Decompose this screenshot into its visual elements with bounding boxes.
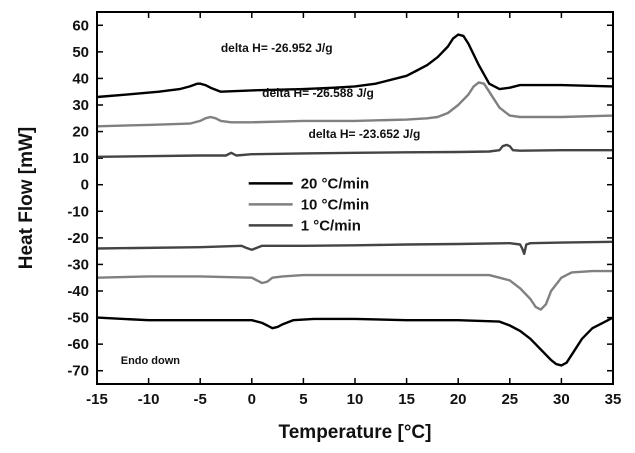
y-tick-label: -10: [67, 203, 89, 220]
plot-frame: [96, 11, 614, 385]
y-tick-label: -20: [67, 230, 89, 247]
x-tick-label: 35: [605, 391, 622, 408]
y-tick-label: 60: [72, 17, 89, 34]
legend-label: 20 °C/min: [301, 175, 370, 192]
series-line-0-1: [96, 316, 614, 367]
y-tick-label: 10: [72, 150, 89, 167]
x-tick-label: -5: [194, 391, 207, 408]
endo-note: Endo down: [121, 355, 181, 367]
x-tick-label: 5: [299, 391, 307, 408]
label-layer: -15 -10 -5 0 5 10 15 20 25 30 356050403020100-10-2…: [67, 17, 621, 408]
series-line-2-1: [96, 240, 614, 255]
y-tick-label: -30: [67, 256, 89, 273]
y-tick-label: 40: [72, 70, 89, 87]
x-axis-title: Temperature [°C]: [279, 422, 432, 443]
x-tick-label: 0: [248, 391, 256, 408]
y-tick-label: -50: [67, 310, 89, 327]
series-line-1-1: [96, 269, 613, 311]
x-tick-label: 10: [347, 391, 364, 408]
y-tick-label: -70: [67, 363, 89, 380]
x-tick-label: -15: [86, 391, 108, 408]
series-layer: [96, 33, 614, 367]
series-line-2-0: [96, 143, 613, 158]
annotation-layer: delta H= -26.952 J/g delta H= -26.588 J/g…: [221, 41, 420, 141]
x-tick-label: 15: [398, 391, 415, 408]
x-tick-label: -10: [138, 391, 160, 408]
y-tick-label: 0: [81, 177, 89, 194]
delta-h-annotation: delta H= -26.952 J/g: [221, 41, 333, 55]
x-tick-label: 30: [553, 391, 570, 408]
y-tick-label: 50: [72, 44, 89, 61]
series-line-0-0: [96, 33, 614, 99]
series-line-1-0: [96, 81, 614, 128]
y-tick-label: -40: [67, 283, 89, 300]
x-tick-label: 25: [501, 391, 518, 408]
legend-label: 1 °C/min: [301, 217, 361, 234]
y-tick-label: 30: [72, 97, 89, 114]
legend: 20 °C/min 10 °C/min 1 °C/min: [248, 175, 370, 234]
y-tick-label: 20: [72, 124, 89, 141]
delta-h-annotation: delta H= -23.652 J/g: [309, 127, 421, 141]
legend-label: 10 °C/min: [301, 196, 370, 213]
delta-h-annotation: delta H= -26.588 J/g: [262, 86, 374, 100]
y-axis-title: Heat Flow [mW]: [16, 127, 37, 270]
y-tick-label: -60: [67, 336, 89, 353]
x-tick-label: 20: [450, 391, 467, 408]
